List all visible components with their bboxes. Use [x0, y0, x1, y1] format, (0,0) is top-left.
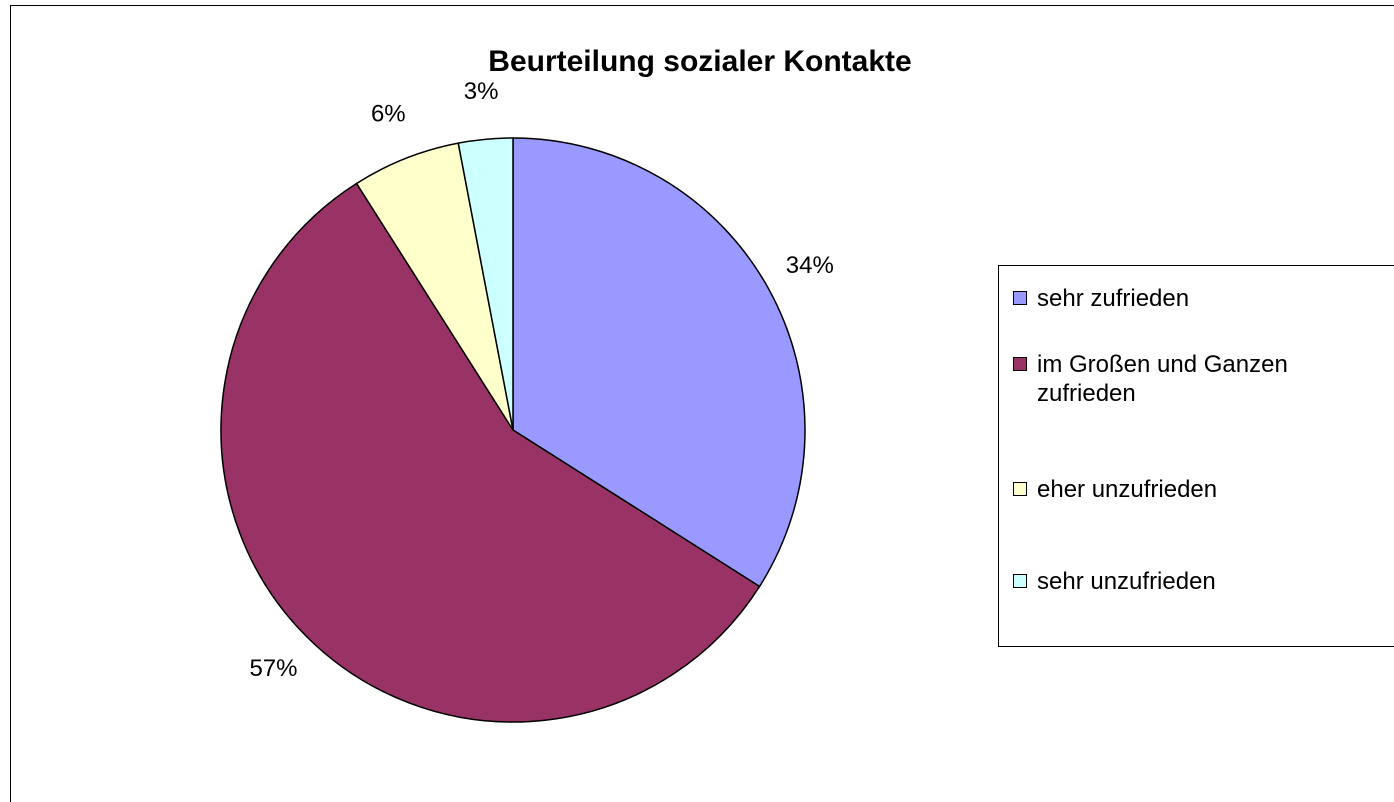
legend-item: sehr zufrieden — [1013, 284, 1383, 313]
chart-title: Beurteilung sozialer Kontakte — [488, 45, 911, 78]
chart-frame — [10, 5, 1394, 802]
legend-swatch — [1013, 291, 1027, 305]
legend-item: im Großen und Ganzen zufrieden — [1013, 350, 1383, 408]
legend-label: sehr zufrieden — [1037, 285, 1190, 312]
legend-swatch — [1013, 574, 1027, 588]
data-label: 3% — [464, 78, 499, 105]
pie-slice — [457, 137, 514, 431]
legend-item: sehr unzufrieden — [1013, 567, 1383, 596]
legend-label: sehr unzufrieden — [1037, 568, 1216, 595]
data-label: 6% — [371, 100, 406, 127]
legend-label: im Großen und Ganzen zufrieden — [1037, 351, 1288, 407]
legend-swatch — [1013, 482, 1027, 496]
legend-swatch — [1013, 357, 1027, 371]
legend-label: eher unzufrieden — [1037, 476, 1218, 503]
data-label: 34% — [786, 252, 834, 279]
data-label: 57% — [249, 655, 297, 682]
legend: sehr zufrieden im Großen und Ganzen zufri… — [998, 265, 1394, 647]
pie-slice — [220, 182, 761, 723]
legend-item: eher unzufrieden — [1013, 475, 1383, 504]
pie-slice — [512, 137, 806, 588]
